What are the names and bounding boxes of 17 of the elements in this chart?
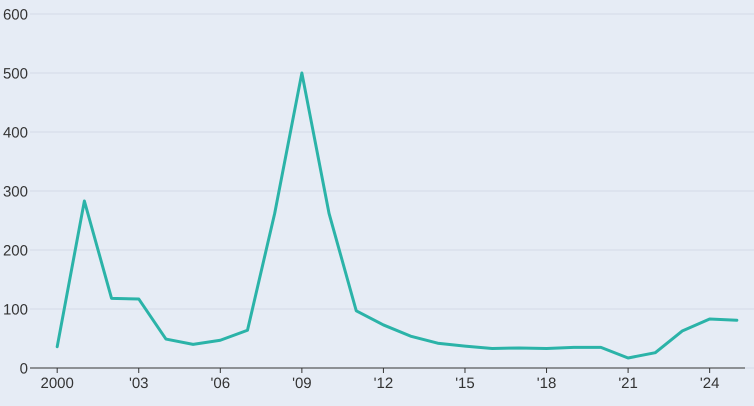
- x-tick-label: '12: [374, 375, 394, 392]
- x-tick-label: '21: [618, 375, 638, 392]
- x-tick-label: '09: [292, 375, 312, 392]
- line-series: [56, 72, 738, 360]
- y-tick-label: 300: [2, 183, 28, 200]
- x-tick-label: '24: [700, 375, 720, 392]
- y-tick-label: 100: [2, 301, 28, 318]
- x-tick-label: 2000: [40, 375, 74, 392]
- y-tick-label: 200: [2, 242, 28, 260]
- x-tick-label: '18: [536, 375, 556, 392]
- y-tick-label: 400: [2, 124, 28, 142]
- y-tick-label: 0: [20, 360, 28, 378]
- x-tick-label: '15: [455, 375, 475, 392]
- y-tick-label: 500: [2, 65, 28, 82]
- x-tick-label: '06: [210, 375, 230, 392]
- y-tick-label: 600: [2, 6, 28, 24]
- x-tick-label: '03: [128, 375, 149, 392]
